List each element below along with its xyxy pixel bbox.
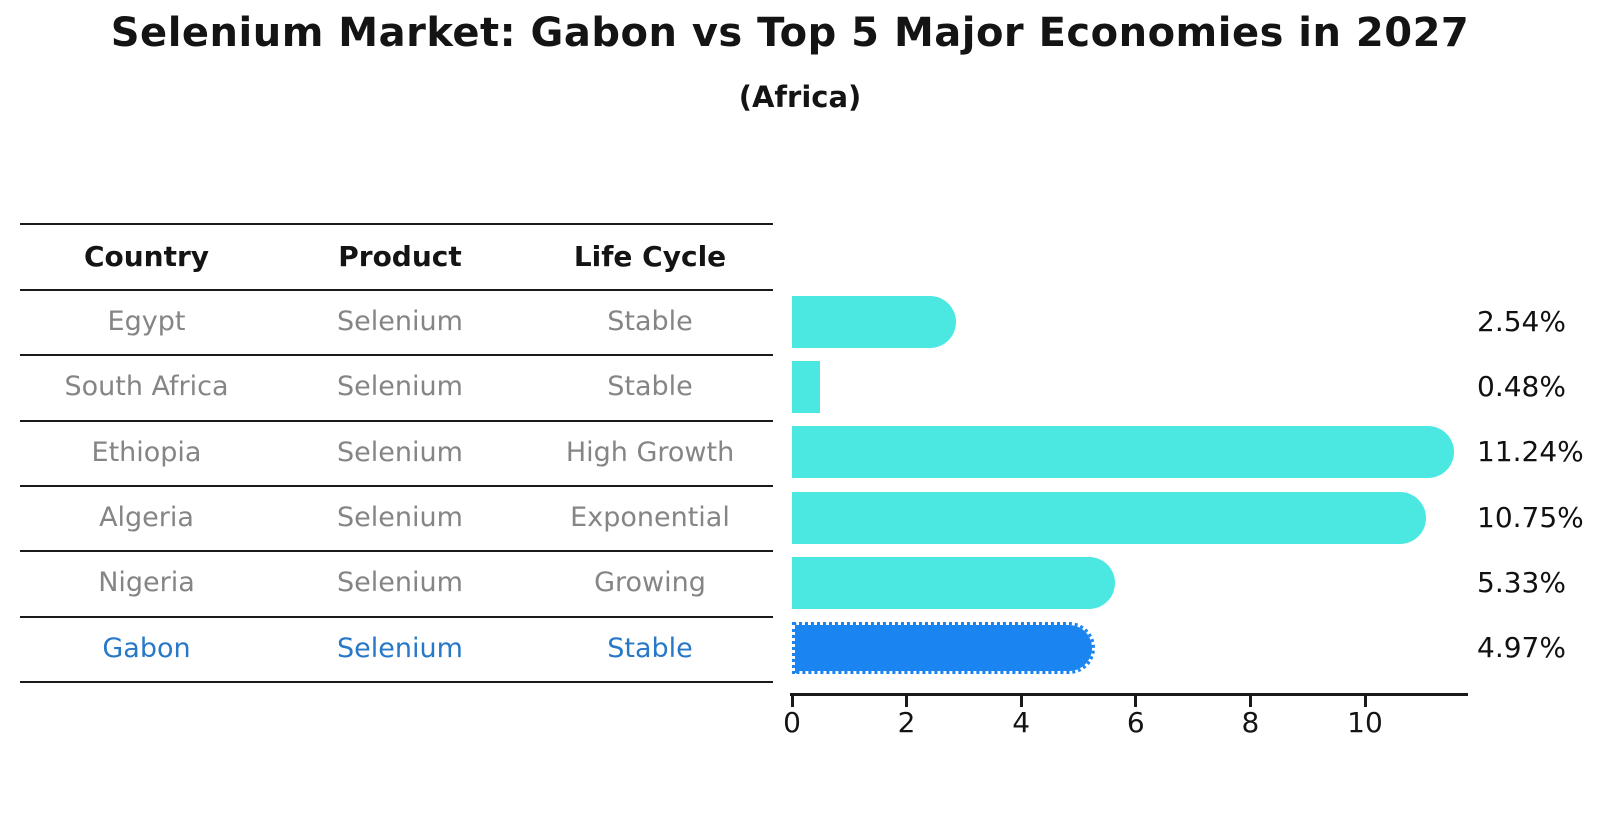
bar-egypt [792,295,956,348]
cell-lifecycle: Stable [607,306,693,337]
bar-nigeria [792,556,1116,609]
x-tick [1363,696,1367,707]
cell-product: Selenium [337,567,463,599]
bar-value-label-gabon: 4.97% [1477,631,1566,665]
bar-value-label-ethiopia: 11.24% [1477,435,1584,469]
table-row-ethiopia: Ethiopia Selenium High Growth [20,420,773,485]
table-grid-line [20,419,773,422]
bar-algeria [792,491,1426,544]
x-tick-label: 10 [1347,706,1383,739]
x-tick-label: 6 [1126,706,1145,739]
cell-product: Selenium [337,632,463,664]
table-row-south-africa: South Africa Selenium Stable [20,354,773,419]
cell-lifecycle: High Growth [565,436,735,468]
table-grid-line [20,223,773,225]
table-header-row: Country Product Life Cycle [20,223,773,289]
cell-lifecycle: Exponential [570,501,730,533]
cell-product: Selenium [337,306,463,337]
x-tick-label: 4 [1012,706,1031,739]
cell-country: Egypt [107,306,186,337]
cell-lifecycle: Stable [607,371,693,403]
x-tick-label: 0 [783,706,801,739]
table-grid-line [20,550,773,553]
bar-south-africa [792,360,820,413]
bar-value-label-egypt: 2.54% [1477,304,1566,338]
table-row-algeria: Algeria Selenium Exponential [20,485,773,550]
table-row-egypt: Egypt Selenium Stable [20,289,773,354]
x-tick [790,696,794,707]
table-row-gabon: Gabon Selenium Stable [20,616,773,681]
bar-value-label-south-africa: 0.48% [1477,369,1566,403]
cell-lifecycle: Growing [594,567,706,599]
table-header-product: Product [338,239,462,273]
x-tick [1248,696,1252,707]
bar-value-label-algeria: 10.75% [1477,500,1584,534]
table-grid-line [20,615,773,618]
x-tick [1019,696,1023,707]
page-subtitle: (Africa) [738,80,862,114]
page-title: Selenium Market: Gabon vs Top 5 Major Ec… [110,10,1470,56]
cell-country: South Africa [64,371,229,403]
cell-lifecycle: Stable [607,632,693,664]
table-grid-line [20,354,773,357]
cell-country: Nigeria [98,567,195,599]
cell-country: Ethiopia [91,436,202,468]
x-tick-label: 8 [1241,706,1260,739]
cell-product: Selenium [337,371,463,403]
x-tick [905,696,909,707]
table-grid-line [20,289,773,291]
table-grid-line [20,484,773,487]
table-header-lifecycle: Life Cycle [573,239,727,273]
cell-country: Algeria [99,501,194,533]
bar-value-label-nigeria: 5.33% [1477,565,1566,599]
bar-ethiopia [792,426,1455,479]
x-tick [1134,696,1138,707]
bar-gabon [792,622,1095,675]
table-grid-line [20,680,773,683]
x-tick-label: 2 [897,706,916,739]
table-header-country: Country [83,239,210,273]
cell-product: Selenium [337,501,463,533]
table-row-nigeria: Nigeria Selenium Growing [20,550,773,615]
x-axis-line [790,693,1468,696]
cell-product: Selenium [337,436,463,468]
cell-country: Gabon [102,632,191,664]
